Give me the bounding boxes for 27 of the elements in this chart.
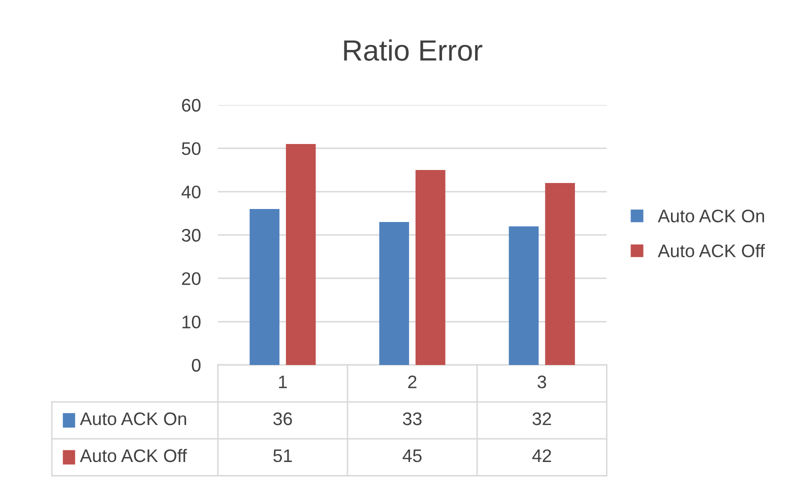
y-tick-label: 30	[182, 228, 201, 242]
data-label: 51	[273, 450, 292, 462]
data-label: 33	[402, 412, 422, 426]
bar	[545, 182, 575, 365]
legend-label: Auto ACK On	[80, 412, 186, 426]
legend-label: Auto ACK Off	[658, 244, 765, 258]
x-tick-label: 2	[408, 376, 416, 388]
data-label: 32	[532, 412, 552, 426]
y-tick-label: 10	[182, 316, 201, 328]
bar	[508, 226, 539, 365]
text: Auto ACK Off	[80, 448, 187, 462]
x-tick-label: 3	[538, 376, 546, 388]
x-tick-label: 1	[279, 376, 287, 388]
y-tick-label: 60	[182, 98, 201, 112]
bar	[379, 222, 410, 365]
bar	[416, 170, 446, 365]
y-tick-label: 50	[182, 142, 201, 156]
bar	[250, 208, 280, 365]
text: Auto ACK On	[658, 210, 764, 222]
y-tick-label: 20	[182, 272, 201, 286]
y-tick-label: 40	[182, 186, 201, 198]
data-label: 36	[273, 412, 292, 426]
bar	[286, 144, 316, 365]
data-label: 42	[532, 449, 552, 462]
data-label: 45	[402, 450, 422, 462]
chart-title: Ratio Error	[344, 39, 482, 61]
y-tick-label: 0	[192, 358, 201, 372]
